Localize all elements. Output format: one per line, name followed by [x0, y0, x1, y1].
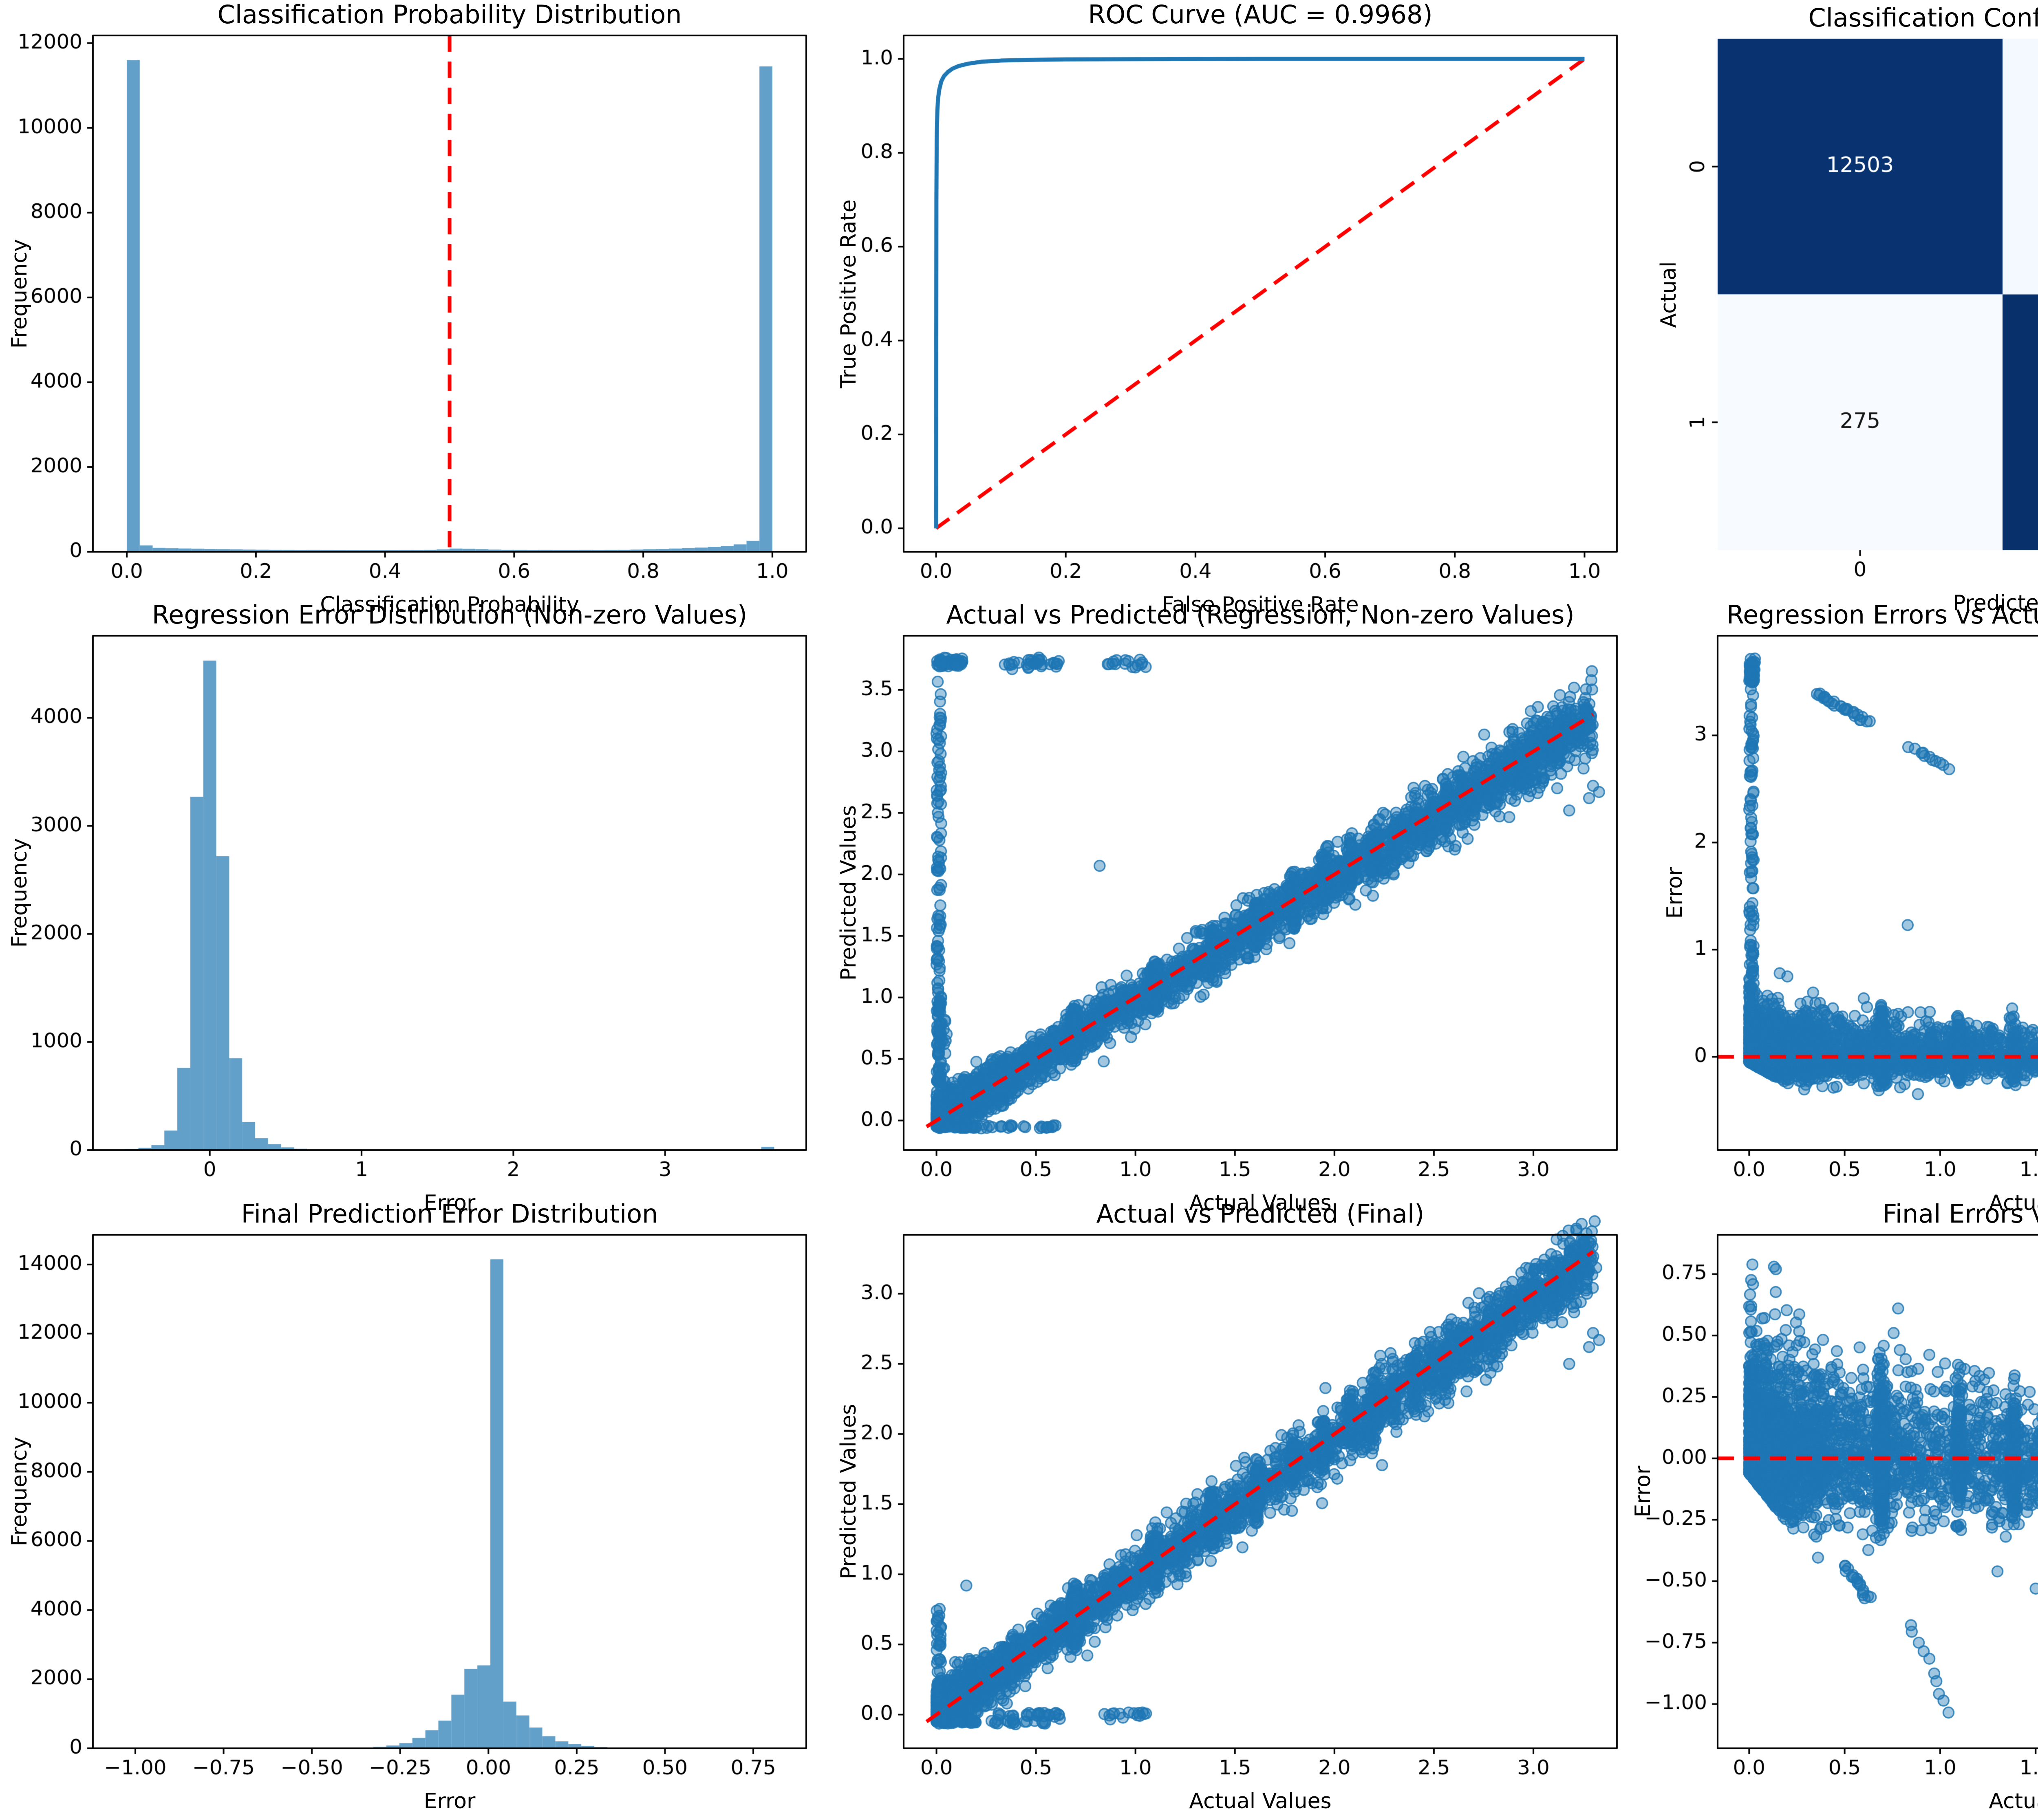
ylabel-panel-2: Actual: [1656, 261, 1681, 328]
title-regression-error-dist: Regression Error Distribution (Non-zero …: [152, 600, 748, 630]
ylabel-panel-3: Frequency: [7, 838, 32, 948]
ylabel-panel-7: Predicted Values: [836, 1404, 861, 1580]
xlabel-panel-3: Error: [423, 1191, 476, 1215]
title-final-error-dist: Final Prediction Error Distribution: [241, 1199, 658, 1229]
title-regression-errors-vs-actual: Regression Errors vs Actual Values (Non-…: [1726, 600, 2038, 630]
title-final-errors-vs-actual: Final Errors vs Actual Values: [1882, 1199, 2038, 1229]
ylabel-panel-0: Frequency: [7, 239, 32, 348]
title-actual-vs-predicted-regression: Actual vs Predicted (Regression, Non-zer…: [946, 600, 1575, 630]
xlabel-panel-2: Predicted: [1952, 591, 2038, 615]
xlabel-panel-8: Actual Values: [1989, 1789, 2038, 1813]
xlabel-panel-7: Actual Values: [1189, 1789, 1332, 1813]
xlabel-panel-1: False Positive Rate: [1162, 593, 1359, 617]
xlabel-panel-6: Error: [423, 1789, 476, 1813]
ylabel-panel-6: Frequency: [7, 1437, 32, 1547]
ylabel-panel-5: Error: [1663, 867, 1687, 919]
xlabel-panel-5: Actual Values: [1989, 1191, 2038, 1215]
title-actual-vs-predicted-final: Actual vs Predicted (Final): [1096, 1199, 1425, 1229]
xlabel-panel-4: Actual Values: [1189, 1191, 1332, 1215]
title-classification-probability: Classification Probability Distribution: [217, 0, 682, 29]
ylabel-panel-8: Error: [1631, 1465, 1655, 1518]
title-roc-curve: ROC Curve (AUC = 0.9968): [1088, 0, 1433, 29]
ylabel-panel-1: True Positive Rate: [836, 199, 861, 388]
ylabel-panel-4: Predicted Values: [836, 805, 861, 981]
xlabel-panel-0: Classification Probability: [320, 593, 579, 617]
title-confusion-matrix: Classification Confusion Matrix: [1808, 3, 2038, 33]
